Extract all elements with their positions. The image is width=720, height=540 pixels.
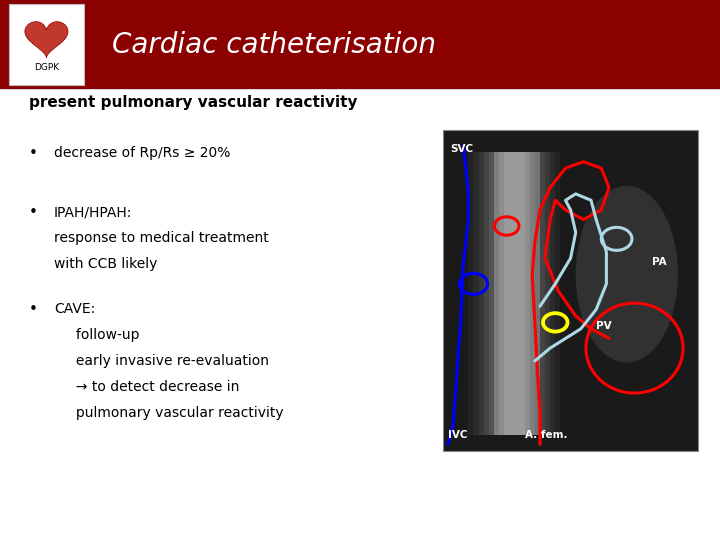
Text: •: • (29, 205, 37, 220)
FancyBboxPatch shape (9, 4, 84, 85)
Text: SVC: SVC (451, 144, 474, 154)
Text: response to medical treatment: response to medical treatment (54, 231, 269, 245)
FancyBboxPatch shape (479, 152, 550, 435)
FancyBboxPatch shape (494, 152, 540, 435)
PathPatch shape (25, 22, 68, 58)
Text: IPAH/HPAH:: IPAH/HPAH: (54, 205, 132, 219)
FancyBboxPatch shape (494, 152, 535, 435)
Text: CAVE:: CAVE: (54, 302, 95, 316)
Text: DGPK: DGPK (34, 63, 59, 72)
Text: PA: PA (652, 256, 667, 267)
Ellipse shape (576, 186, 678, 362)
Text: decrease of Rp/Rs ≥ 20%: decrease of Rp/Rs ≥ 20% (54, 146, 230, 160)
Text: •: • (29, 146, 37, 161)
Text: A. fem.: A. fem. (525, 430, 567, 440)
FancyBboxPatch shape (489, 152, 540, 435)
FancyBboxPatch shape (504, 152, 525, 435)
Text: pulmonary vascular reactivity: pulmonary vascular reactivity (54, 406, 284, 420)
Text: PV: PV (596, 321, 612, 331)
Text: early invasive re-evaluation: early invasive re-evaluation (54, 354, 269, 368)
Text: present pulmonary vascular reactivity: present pulmonary vascular reactivity (29, 94, 357, 110)
Text: with CCB likely: with CCB likely (54, 257, 158, 271)
FancyBboxPatch shape (0, 0, 720, 89)
Text: •: • (29, 302, 37, 318)
Text: IVC: IVC (448, 430, 467, 440)
Text: → to detect decrease in: → to detect decrease in (54, 380, 239, 394)
Text: follow-up: follow-up (54, 328, 140, 342)
Text: Cardiac catheterisation: Cardiac catheterisation (112, 31, 436, 58)
FancyBboxPatch shape (484, 152, 545, 435)
FancyBboxPatch shape (499, 152, 530, 435)
FancyBboxPatch shape (443, 130, 698, 451)
